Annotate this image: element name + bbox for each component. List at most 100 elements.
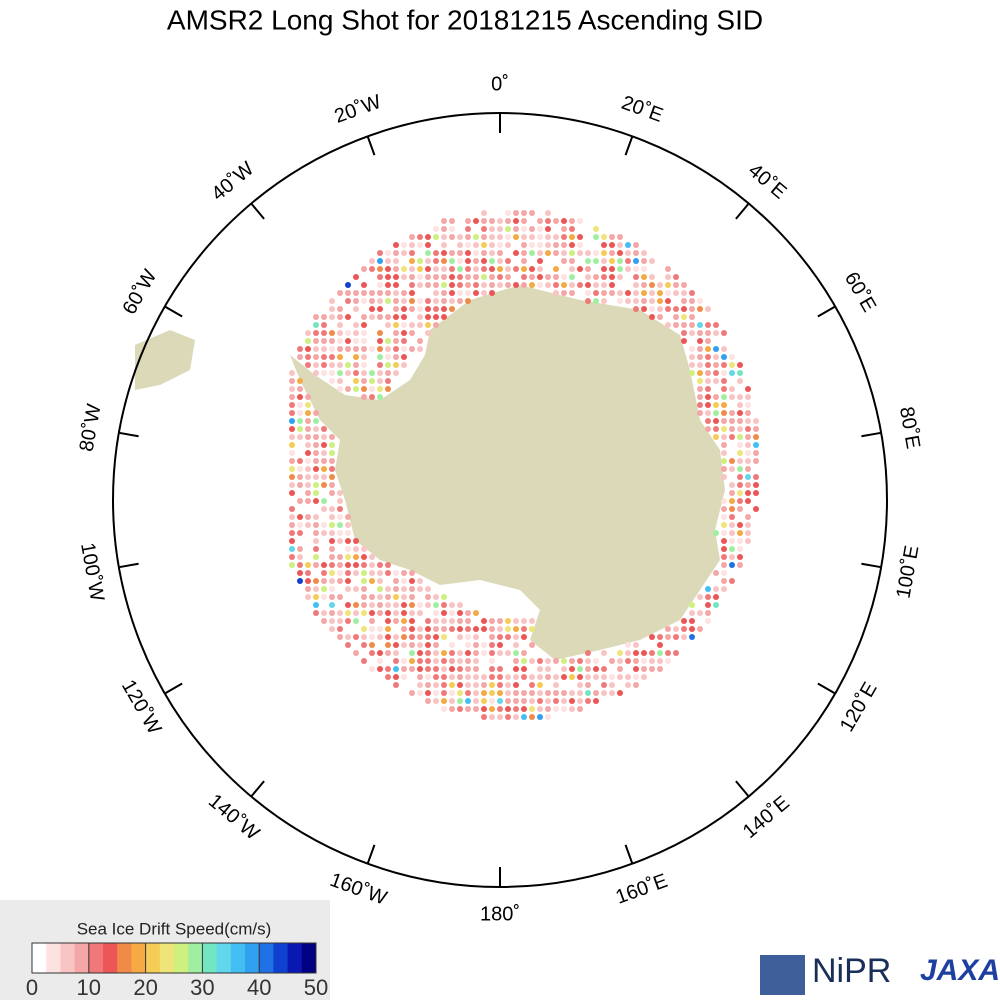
ice-dot xyxy=(545,666,551,672)
ice-dot xyxy=(305,442,311,448)
ice-dot xyxy=(561,690,567,696)
ice-dot xyxy=(753,434,759,440)
ice-dot xyxy=(537,218,543,224)
ice-dot xyxy=(705,618,711,624)
ice-dot xyxy=(345,386,351,392)
ice-dot xyxy=(417,674,423,680)
ice-dot xyxy=(369,386,375,392)
ice-dot xyxy=(625,674,631,680)
ice-dot xyxy=(425,658,431,664)
ice-dot xyxy=(409,578,415,584)
ice-dot xyxy=(313,554,319,560)
ice-dot xyxy=(577,250,583,256)
ice-dot xyxy=(521,282,527,288)
ice-dot xyxy=(585,658,591,664)
ice-dot xyxy=(321,466,327,472)
ice-dot xyxy=(545,234,551,240)
ice-dot xyxy=(393,666,399,672)
ice-dot xyxy=(561,674,567,680)
ice-dot xyxy=(609,242,615,248)
longitude-label: 0˚ xyxy=(491,73,509,95)
ice-dot xyxy=(497,226,503,232)
ice-dot xyxy=(721,458,727,464)
ice-dot xyxy=(449,602,455,608)
nipr-logo: NiPR xyxy=(812,952,891,990)
ice-dot xyxy=(473,250,479,256)
ice-dot xyxy=(481,626,487,632)
ice-dot xyxy=(409,586,415,592)
ice-dot xyxy=(361,578,367,584)
colorbar-swatch xyxy=(131,943,147,973)
ice-dot xyxy=(625,650,631,656)
ice-dot xyxy=(569,674,575,680)
ice-dot xyxy=(441,306,447,312)
ice-dot xyxy=(553,274,559,280)
ice-dot xyxy=(409,258,415,264)
ice-dot xyxy=(465,290,471,296)
ice-dot xyxy=(721,586,727,592)
ice-dot xyxy=(321,530,327,536)
ice-dot xyxy=(713,378,719,384)
ice-dot xyxy=(497,282,503,288)
longitude-label: 160˚E xyxy=(613,870,671,909)
ice-dot xyxy=(497,634,503,640)
ice-dot xyxy=(297,522,303,528)
tick-mark xyxy=(817,305,836,318)
ice-dot xyxy=(593,690,599,696)
ice-dot xyxy=(377,594,383,600)
ice-dot xyxy=(705,306,711,312)
ice-dot xyxy=(305,402,311,408)
ice-dot xyxy=(409,594,415,600)
ice-dot xyxy=(705,610,711,616)
ice-dot xyxy=(361,346,367,352)
ice-dot xyxy=(441,594,447,600)
ice-dot xyxy=(305,394,311,400)
ice-dot xyxy=(649,306,655,312)
ice-dot xyxy=(705,322,711,328)
ice-dot xyxy=(441,658,447,664)
ice-dot xyxy=(513,666,519,672)
ice-dot xyxy=(489,634,495,640)
ice-dot xyxy=(577,266,583,272)
colorbar-swatch xyxy=(188,943,203,973)
ice-dot xyxy=(497,682,503,688)
ice-dot xyxy=(449,690,455,696)
ice-dot xyxy=(529,626,535,632)
ice-dot xyxy=(681,626,687,632)
ice-dot xyxy=(705,418,711,424)
ice-dot xyxy=(713,434,719,440)
ice-dot xyxy=(417,274,423,280)
ice-dot xyxy=(433,618,439,624)
ice-dot xyxy=(433,698,439,704)
ice-dot xyxy=(473,658,479,664)
ice-dot xyxy=(417,634,423,640)
ice-dot xyxy=(441,314,447,320)
ice-dot xyxy=(497,698,503,704)
ice-dot xyxy=(289,530,295,536)
ice-dot xyxy=(385,586,391,592)
ice-dot xyxy=(721,466,727,472)
ice-dot xyxy=(697,626,703,632)
ice-dot xyxy=(409,690,415,696)
ice-dot xyxy=(721,546,727,552)
ice-dot xyxy=(601,266,607,272)
ice-dot xyxy=(633,266,639,272)
ice-dot xyxy=(313,346,319,352)
ice-dot xyxy=(729,386,735,392)
ice-dot xyxy=(617,674,623,680)
ice-dot xyxy=(345,338,351,344)
ice-dot xyxy=(449,642,455,648)
ice-dot xyxy=(393,354,399,360)
ice-dot xyxy=(297,562,303,568)
ice-dot xyxy=(481,642,487,648)
ice-dot xyxy=(297,386,303,392)
ice-dot xyxy=(561,658,567,664)
colorbar-tick-label: 10 xyxy=(77,975,101,1000)
ice-dot xyxy=(377,274,383,280)
ice-dot xyxy=(305,434,311,440)
ice-dot xyxy=(449,610,455,616)
ice-dot xyxy=(425,250,431,256)
ice-dot xyxy=(497,618,503,624)
ice-dot xyxy=(409,250,415,256)
ice-dot xyxy=(553,250,559,256)
